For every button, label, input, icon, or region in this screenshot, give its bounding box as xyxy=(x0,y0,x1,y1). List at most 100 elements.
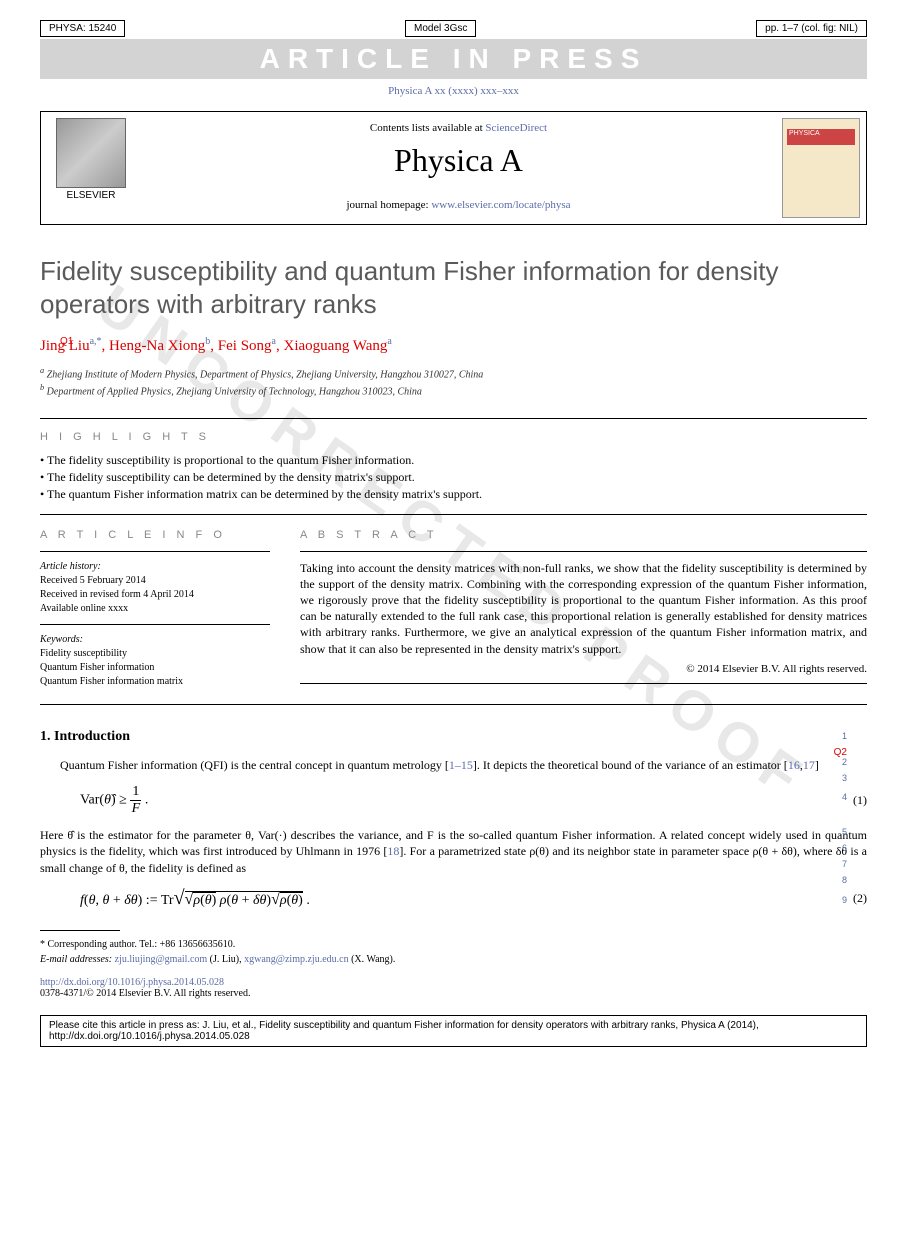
top-left-box: PHYSA: 15240 xyxy=(40,20,125,37)
equation-number: (2) xyxy=(853,891,867,906)
history-block: Article history: Received 5 February 201… xyxy=(40,560,270,616)
highlights-list: The fidelity susceptibility is proportio… xyxy=(40,453,867,502)
section-heading: 1. Introduction xyxy=(40,729,867,745)
journal-title: Physica A xyxy=(151,142,766,179)
email-who: (J. Liu), xyxy=(207,954,244,965)
author: Fei Song xyxy=(218,338,272,354)
line-number: 6 xyxy=(842,843,847,853)
contents-line: Contents lists available at ScienceDirec… xyxy=(151,122,766,134)
top-center-box: Model 3Gsc xyxy=(405,20,476,37)
equation-line: Var(θ̂) ≥ 1F . (1) xyxy=(80,784,867,817)
footnotes: * Corresponding author. Tel.: +86 136566… xyxy=(40,937,867,967)
article-title: Fidelity susceptibility and quantum Fish… xyxy=(40,255,867,320)
doi-block: http://dx.doi.org/10.1016/j.physa.2014.0… xyxy=(40,977,867,999)
keyword: Quantum Fisher information xyxy=(40,661,270,675)
keywords-header: Keywords: xyxy=(40,633,270,647)
elsevier-cell: ELSEVIER xyxy=(41,112,141,224)
info-abstract-row: A R T I C L E I N F O Article history: R… xyxy=(40,529,867,692)
line-number: 7 xyxy=(842,859,847,869)
corresponding-author: * Corresponding author. Tel.: +86 136566… xyxy=(40,937,867,952)
equation-line: f(θ, θ + δθ) := Tr√√ρ(θ) ρ(θ + δθ)√ρ(θ) … xyxy=(80,887,867,910)
elsevier-text: ELSEVIER xyxy=(45,190,137,201)
cover-image: PHYSICA xyxy=(782,118,860,218)
email-link[interactable]: xgwang@zimp.zju.edu.cn xyxy=(244,954,348,965)
ref-link[interactable]: 1–15 xyxy=(449,758,473,772)
equation: f(θ, θ + δθ) := Tr√√ρ(θ) ρ(θ + δθ)√ρ(θ) … xyxy=(80,887,853,910)
author-sup: a xyxy=(387,336,391,347)
author: Heng-Na Xiong xyxy=(109,338,205,354)
article-info-label: A R T I C L E I N F O xyxy=(40,529,270,541)
q1-marker: Q1 xyxy=(60,336,73,347)
top-right-box: pp. 1–7 (col. fig: NIL) xyxy=(756,20,867,37)
cover-band: PHYSICA xyxy=(787,129,855,145)
affiliation: b Department of Applied Physics, Zhejian… xyxy=(40,382,867,399)
cite-box: Please cite this article in press as: J.… xyxy=(40,1015,867,1047)
top-bar: PHYSA: 15240 Model 3Gsc pp. 1–7 (col. fi… xyxy=(40,20,867,37)
ref-link[interactable]: 16 xyxy=(788,758,800,772)
homepage-link[interactable]: www.elsevier.com/locate/physa xyxy=(431,199,570,211)
author-sup: a,* xyxy=(90,336,102,347)
homepage-line: journal homepage: www.elsevier.com/locat… xyxy=(151,199,766,211)
email-link[interactable]: zju.liujing@gmail.com xyxy=(115,954,208,965)
copyright: © 2014 Elsevier B.V. All rights reserved… xyxy=(300,663,867,675)
text-span: Quantum Fisher information (QFI) is the … xyxy=(60,758,449,772)
footnote-separator xyxy=(40,930,120,931)
divider xyxy=(40,551,270,552)
highlight-item: The fidelity susceptibility can be deter… xyxy=(40,470,867,485)
divider xyxy=(40,418,867,419)
ref-link[interactable]: 18 xyxy=(387,844,399,858)
highlights-label: H I G H L I G H T S xyxy=(40,431,867,443)
keyword: Quantum Fisher information matrix xyxy=(40,675,270,689)
homepage-prefix: journal homepage: xyxy=(346,199,431,211)
history-header: Article history: xyxy=(40,560,270,574)
aff-sup: a xyxy=(40,366,44,375)
line-number: 5 xyxy=(842,827,847,837)
line-number: 8 xyxy=(842,875,847,885)
sciencedirect-link[interactable]: ScienceDirect xyxy=(485,122,547,134)
contents-prefix: Contents lists available at xyxy=(370,122,485,134)
email-prefix: E-mail addresses: xyxy=(40,954,115,965)
highlight-item: The quantum Fisher information matrix ca… xyxy=(40,487,867,502)
abstract-col: A B S T R A C T Taking into account the … xyxy=(300,529,867,692)
author-list: Jing Liua,*, Heng-Na Xiongb, Fei Songa, … xyxy=(40,336,867,355)
author-sup: a xyxy=(272,336,276,347)
equation: Var(θ̂) ≥ 1F . xyxy=(80,784,853,817)
history-received: Received 5 February 2014 xyxy=(40,574,270,588)
header-center: Contents lists available at ScienceDirec… xyxy=(141,112,776,224)
divider xyxy=(300,551,867,552)
cover-cell: PHYSICA xyxy=(776,112,866,224)
abstract-text: Taking into account the density matrices… xyxy=(300,560,867,657)
history-revised: Received in revised form 4 April 2014 xyxy=(40,588,270,602)
author-sup: b xyxy=(205,336,210,347)
divider xyxy=(300,683,867,684)
article-in-press-banner: ARTICLE IN PRESS xyxy=(40,39,867,79)
line-number: 2 xyxy=(842,757,847,767)
line-number: 4 xyxy=(842,792,847,802)
email-who: (X. Wang). xyxy=(349,954,396,965)
body-paragraph: Here θ̂ is the estimator for the paramet… xyxy=(40,827,867,877)
ref-link[interactable]: 17 xyxy=(803,758,815,772)
citation-line: Physica A xx (xxxx) xxx–xxx xyxy=(40,85,867,97)
affiliations: a Zhejiang Institute of Modern Physics, … xyxy=(40,365,867,400)
equation-number: (1) xyxy=(853,793,867,808)
text-span: ]. It depicts the theoretical bound of t… xyxy=(473,758,788,772)
article-info-col: A R T I C L E I N F O Article history: R… xyxy=(40,529,270,692)
abstract-label: A B S T R A C T xyxy=(300,529,867,541)
page-content: PHYSA: 15240 Model 3Gsc pp. 1–7 (col. fi… xyxy=(0,0,907,1087)
text-span: ] xyxy=(815,758,819,772)
line-number: 1 xyxy=(842,731,847,741)
keyword: Fidelity susceptibility xyxy=(40,647,270,661)
email-line: E-mail addresses: zju.liujing@gmail.com … xyxy=(40,952,867,967)
affiliation: a Zhejiang Institute of Modern Physics, … xyxy=(40,365,867,382)
aff-text: Department of Applied Physics, Zhejiang … xyxy=(47,387,422,398)
divider xyxy=(40,704,867,705)
line-number: 9 xyxy=(842,895,847,905)
line-number: 3 xyxy=(842,773,847,783)
aff-text: Zhejiang Institute of Modern Physics, De… xyxy=(47,369,484,380)
keywords-block: Keywords: Fidelity susceptibility Quantu… xyxy=(40,633,270,689)
divider xyxy=(40,514,867,515)
journal-header-box: ELSEVIER Contents lists available at Sci… xyxy=(40,111,867,225)
issn-line: 0378-4371/© 2014 Elsevier B.V. All right… xyxy=(40,988,867,999)
doi-link[interactable]: http://dx.doi.org/10.1016/j.physa.2014.0… xyxy=(40,977,224,988)
author: Xiaoguang Wang xyxy=(284,338,388,354)
